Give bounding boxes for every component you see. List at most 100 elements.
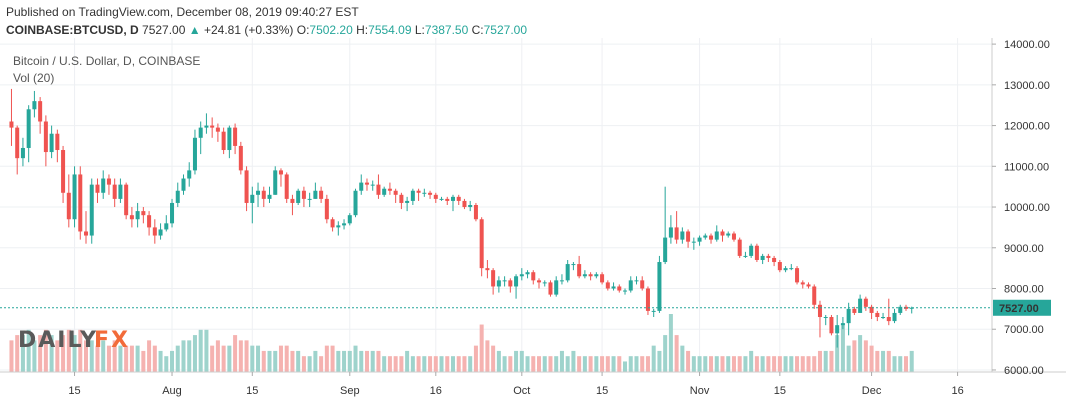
candle-body <box>238 145 243 171</box>
volume-bar <box>376 350 381 372</box>
volume-bar <box>663 335 668 372</box>
candle-body <box>473 205 478 220</box>
x-tick-label: 16 <box>430 385 442 397</box>
volume-bar <box>852 340 857 372</box>
volume-bar <box>158 350 163 372</box>
volume-bar <box>817 350 822 372</box>
volume-bar <box>571 350 576 372</box>
volume-bar <box>313 350 318 372</box>
low-value: 7387.50 <box>424 23 469 37</box>
volume-bar <box>903 356 908 372</box>
volume-bar <box>473 345 478 372</box>
volume-bar <box>617 356 622 372</box>
candle-body <box>886 317 891 322</box>
candle-body <box>858 298 863 313</box>
candle-body <box>456 196 461 201</box>
volume-bar <box>135 345 140 372</box>
candle-body <box>777 262 782 271</box>
volume-bar <box>244 340 249 372</box>
candle-body <box>215 127 220 132</box>
candle-body <box>84 231 89 236</box>
candle-body <box>301 190 306 199</box>
volume-bar <box>15 335 20 372</box>
close-label: C: <box>471 23 484 37</box>
volume-bar <box>812 356 817 372</box>
candle-body <box>623 290 628 292</box>
volume-bar <box>519 350 524 372</box>
volume-bars <box>9 314 914 372</box>
logo-daily-text: DAILY <box>18 328 98 353</box>
volume-bar <box>829 350 834 372</box>
volume-bar <box>416 356 421 372</box>
price-axis: 14000.00 13000.00 12000.00 11000.00 10000.00… <box>992 39 1050 377</box>
volume-bar <box>221 345 226 372</box>
y-tick-label: 8000.00 <box>1004 284 1044 296</box>
candle-body <box>565 264 570 281</box>
candle-body <box>359 182 364 191</box>
low-label: L: <box>414 23 425 37</box>
candle-body <box>410 190 415 201</box>
candle-body <box>324 198 329 220</box>
candle-body <box>542 282 547 284</box>
volume-bar <box>284 345 289 372</box>
last-price-tag-bg <box>993 299 1051 316</box>
volume-bar <box>393 356 398 372</box>
candle-body <box>468 205 473 208</box>
candle-body <box>347 215 352 224</box>
volume-bar <box>703 356 708 372</box>
volume-bar <box>32 340 37 372</box>
volume-bar <box>525 356 530 372</box>
volume-bar <box>101 340 106 372</box>
candle-body <box>795 268 800 283</box>
volume-bar <box>772 356 777 372</box>
volume-bar <box>250 345 255 372</box>
volume-bar <box>399 356 404 372</box>
volume-bar <box>290 350 295 372</box>
volume-bar <box>565 356 570 372</box>
volume-bar <box>789 356 794 372</box>
close-value: 7527.00 <box>483 23 528 37</box>
volume-bar <box>450 356 456 372</box>
candle-body <box>428 192 433 195</box>
volume-bar <box>795 356 800 372</box>
volume-bar <box>645 356 650 372</box>
volume-bar <box>875 350 880 372</box>
volume-bar <box>164 356 169 372</box>
candle-body <box>840 323 845 326</box>
time-axis: 15 Aug 15 Sep 16 Oct 15 Nov 15 Dec 16 <box>68 372 964 397</box>
candle-body <box>611 286 616 289</box>
volume-bar <box>605 356 610 372</box>
volume-bar <box>124 345 129 372</box>
candle-body <box>20 147 25 159</box>
candle-body <box>709 235 714 240</box>
volume-bar <box>542 356 547 372</box>
candle-body <box>387 188 392 191</box>
volume-bar <box>806 356 811 372</box>
candle-body <box>835 325 840 334</box>
volume-bar <box>233 335 238 372</box>
candle-body <box>38 101 43 122</box>
volume-bar <box>61 335 66 372</box>
volume-bar <box>112 340 117 372</box>
candle-body <box>278 170 283 175</box>
candle-body <box>496 280 501 287</box>
candle-body <box>559 280 564 282</box>
candle-body <box>657 262 662 311</box>
candle-body <box>9 121 14 128</box>
price-chart[interactable]: DAILY FX 14000.00 13000.00 12000.00 11000.0… <box>0 38 1066 411</box>
candle-body <box>250 194 255 203</box>
y-tick-label: 9000.00 <box>1004 243 1044 255</box>
volume-bar <box>686 350 691 372</box>
candle-body <box>703 235 708 238</box>
candle-body <box>147 215 152 228</box>
candle-body <box>319 190 324 199</box>
candle-body <box>181 178 186 191</box>
candle-body <box>78 174 83 232</box>
volume-bar <box>301 356 306 372</box>
volume-bar <box>651 345 656 372</box>
ticker-row: COINBASE:BTCUSD, D 7527.00 ▲ +24.81 (+0.… <box>6 23 527 37</box>
y-tick-label: 14000.00 <box>1004 39 1050 51</box>
candle-body <box>760 255 765 260</box>
volume-bar <box>502 356 507 372</box>
candle-body <box>175 190 180 203</box>
